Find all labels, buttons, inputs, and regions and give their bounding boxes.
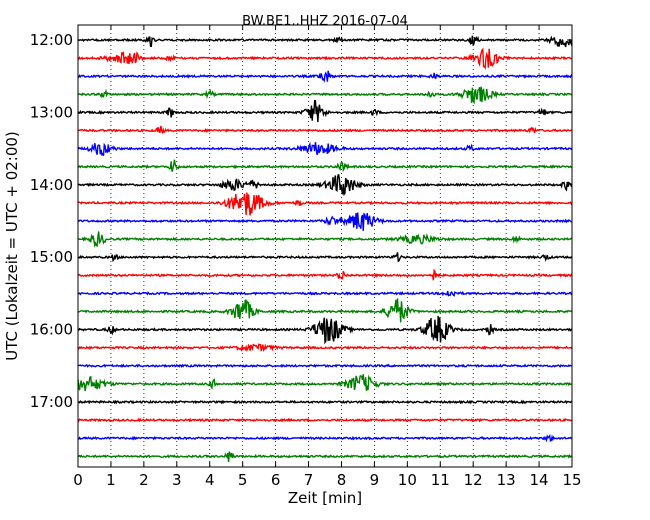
grid-lines — [110, 25, 540, 467]
trace-1300 — [77, 99, 573, 123]
x-tick-label: 11 — [431, 471, 450, 489]
trace-1430 — [77, 212, 573, 231]
y-axis-ticks: 12:00 13:00 14:00 15:00 16:00 17:00 — [30, 31, 572, 411]
y-tick-label: 13:00 — [30, 103, 73, 121]
y-tick-label: 12:00 — [30, 31, 73, 49]
trace-1630 — [77, 363, 573, 369]
trace-1400 — [77, 173, 573, 196]
x-tick-label: 1 — [106, 471, 116, 489]
x-tick-label: 0 — [73, 471, 83, 489]
x-axis-ticks: 0 1 2 3 4 5 6 7 8 9 10 11 12 13 14 15 — [73, 25, 582, 489]
trace-1515 — [77, 268, 573, 281]
trace-1615 — [77, 343, 573, 353]
trace-1645 — [77, 374, 573, 392]
x-tick-label: 14 — [530, 471, 549, 489]
trace-1315 — [77, 125, 573, 135]
trace-1600 — [77, 315, 573, 345]
x-tick-label: 3 — [172, 471, 182, 489]
y-axis-label: UTC (Lokalzeit = UTC + 02:00) — [3, 131, 21, 361]
x-tick-label: 8 — [337, 471, 347, 489]
y-tick-label: 14:00 — [30, 176, 73, 194]
x-tick-label: 6 — [271, 471, 281, 489]
x-tick-label: 15 — [562, 471, 581, 489]
x-axis-label: Zeit [min] — [288, 489, 362, 507]
trace-1200 — [77, 35, 573, 48]
x-tick-label: 9 — [370, 471, 380, 489]
x-tick-label: 5 — [238, 471, 248, 489]
seismic-traces — [77, 35, 573, 462]
x-tick-label: 2 — [139, 471, 149, 489]
trace-1500 — [77, 252, 573, 263]
trace-1545 — [77, 298, 573, 323]
trace-1330 — [77, 141, 573, 157]
trace-1730 — [77, 433, 573, 443]
trace-1345 — [77, 159, 573, 173]
x-tick-label: 7 — [304, 471, 314, 489]
x-tick-label: 10 — [398, 471, 417, 489]
x-tick-label: 4 — [205, 471, 215, 489]
plot-frame — [77, 24, 573, 468]
y-tick-label: 17:00 — [30, 393, 73, 411]
trace-1715 — [77, 417, 573, 423]
y-tick-label: 15:00 — [30, 248, 73, 266]
trace-1245 — [77, 86, 573, 105]
chart-title: BW.BE1..HHZ 2016-07-04 — [242, 14, 408, 29]
trace-1530 — [77, 290, 573, 297]
trace-1700 — [77, 399, 573, 405]
trace-1415 — [77, 192, 573, 216]
trace-1445 — [77, 231, 573, 248]
x-tick-label: 12 — [464, 471, 483, 489]
trace-1230 — [77, 70, 573, 83]
trace-1745 — [77, 450, 573, 462]
y-tick-label: 16:00 — [30, 321, 73, 339]
trace-1215 — [77, 47, 573, 71]
x-tick-label: 13 — [497, 471, 516, 489]
